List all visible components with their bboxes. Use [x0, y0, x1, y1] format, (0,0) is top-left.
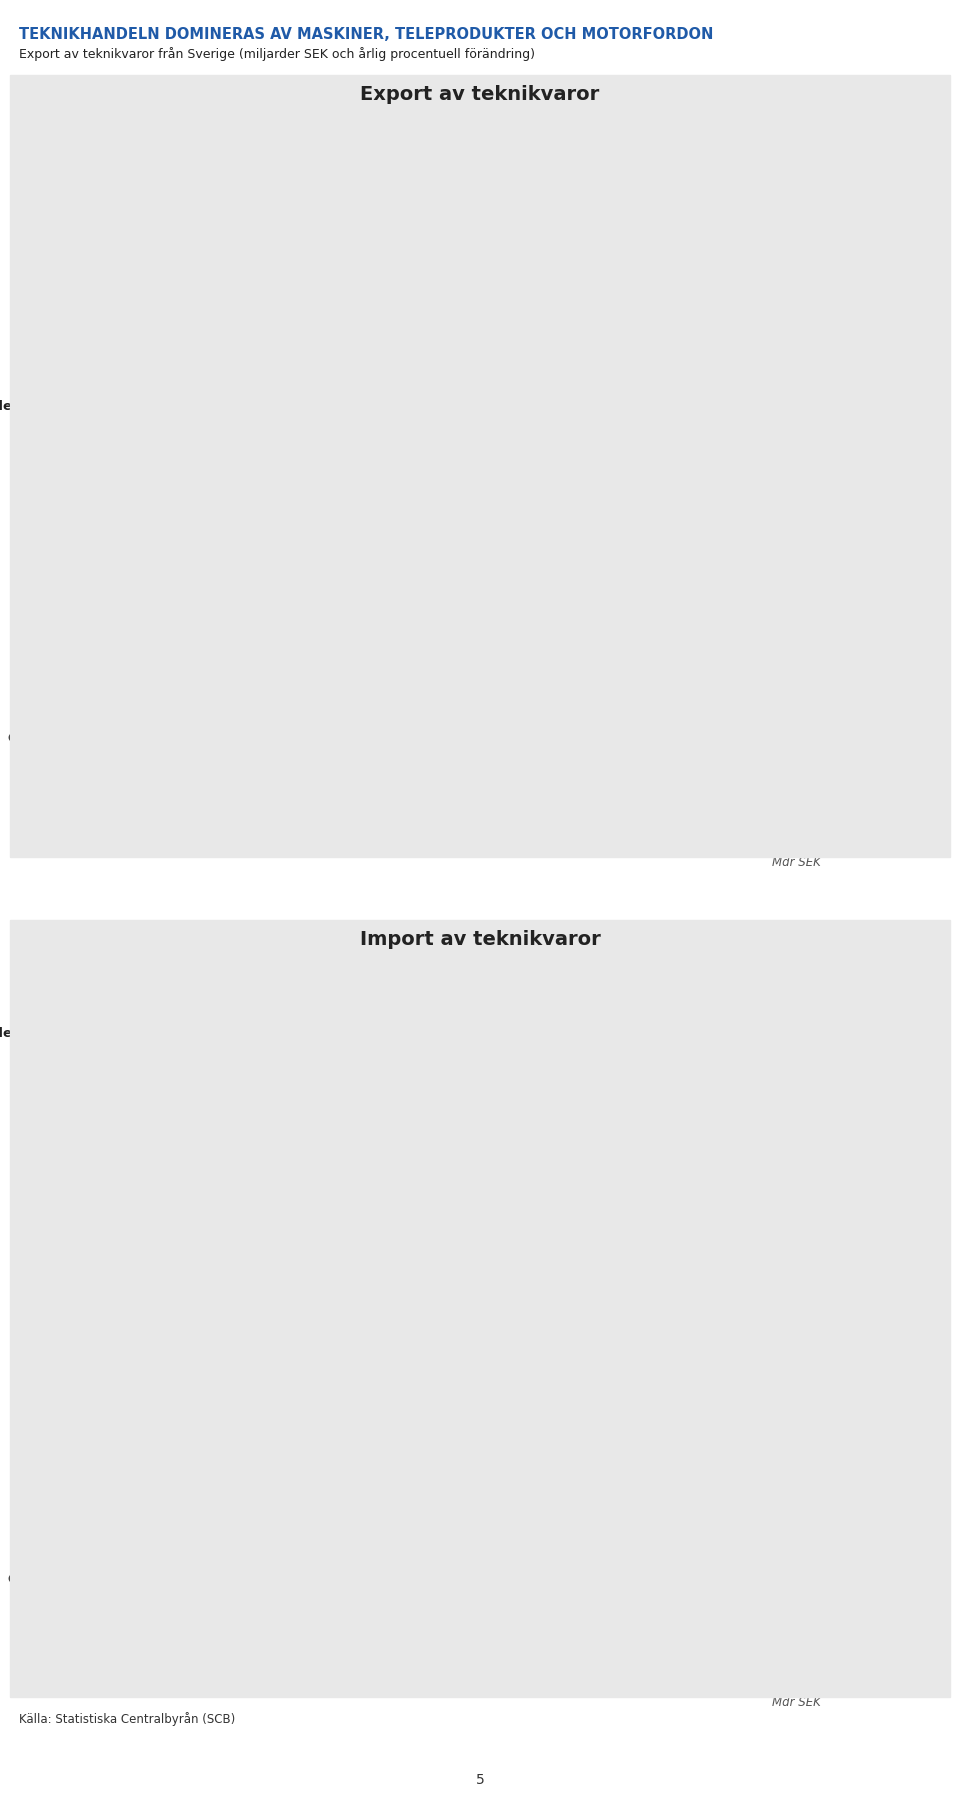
Text: Export av teknikvaror från Sverige (miljarder SEK och årlig procentuell förändri: Export av teknikvaror från Sverige (milj… [19, 47, 536, 61]
Text: -3,6%: -3,6% [300, 1462, 337, 1475]
Bar [187, 1433, 287, 1467]
Text: Import av teknikvaror: Import av teknikvaror [360, 930, 600, 949]
Bar [187, 303, 636, 338]
Text: 159,7: 159,7 [653, 171, 690, 184]
Text: -13,1%: -13,1% [562, 1247, 606, 1260]
Text: -1,1%: -1,1% [317, 621, 352, 634]
Bar [187, 375, 571, 412]
Bar [187, 1576, 233, 1610]
Bar [187, 700, 233, 736]
Text: 15,8: 15,8 [204, 1552, 234, 1565]
Bar [187, 1467, 291, 1502]
Bar [187, 412, 660, 446]
Bar [187, 1218, 504, 1253]
Text: Mdr SEK: Mdr SEK [772, 856, 821, 868]
Text: +9,3%: +9,3% [247, 1569, 289, 1583]
Bar [187, 1327, 366, 1361]
Bar [187, 195, 706, 229]
Bar [187, 161, 693, 195]
Text: 105,8: 105,8 [482, 1123, 519, 1135]
Bar [187, 1146, 550, 1180]
Text: -2,3%: -2,3% [714, 188, 751, 200]
Text: -22,7%: -22,7% [256, 729, 300, 742]
Text: 163,5: 163,5 [664, 206, 702, 218]
Text: -8,7%: -8,7% [697, 1032, 733, 1045]
Text: 56,5: 56,5 [334, 1338, 363, 1350]
Text: 114,6: 114,6 [510, 1157, 547, 1170]
Bar [187, 592, 305, 628]
Text: Mdr SEK: Mdr SEK [772, 1695, 821, 1708]
Text: 37,4: 37,4 [274, 603, 302, 617]
Text: 37,8: 37,8 [275, 639, 303, 652]
Text: -5,8%: -5,8% [387, 1354, 423, 1368]
Bar [187, 1361, 377, 1395]
Text: -7,7%: -7,7% [560, 1139, 596, 1152]
Text: 157,8: 157,8 [647, 1049, 684, 1061]
Bar [187, 520, 381, 554]
Text: 144,1: 144,1 [603, 1014, 640, 1027]
Text: -18,9%: -18,9% [669, 404, 713, 417]
Text: 14,5: 14,5 [201, 711, 230, 726]
Text: -12,3%: -12,3% [645, 296, 689, 309]
Text: 61,2: 61,2 [348, 531, 378, 543]
Text: 32,8: 32,8 [259, 1478, 288, 1493]
Bar [187, 1004, 644, 1038]
Bar [187, 1112, 522, 1146]
Bar [187, 484, 383, 520]
Bar [187, 269, 581, 303]
Text: 100,1: 100,1 [464, 1229, 501, 1242]
Text: 18,7: 18,7 [214, 747, 243, 760]
Bar [187, 736, 247, 771]
Text: 141,5: 141,5 [595, 314, 633, 327]
Text: 124,2: 124,2 [540, 280, 578, 292]
Text: 5: 5 [475, 1773, 485, 1787]
Bar [187, 1541, 237, 1576]
Text: +1,2%: +1,2% [393, 513, 435, 525]
Legend: 2012p, 2011: 2012p, 2011 [827, 437, 897, 473]
Text: 115,2: 115,2 [512, 1264, 549, 1276]
Text: 61,9: 61,9 [351, 495, 380, 509]
Text: 121,1: 121,1 [531, 386, 567, 401]
Text: Export av teknikvaror: Export av teknikvaror [360, 85, 600, 105]
Text: 14,4: 14,4 [201, 1587, 229, 1599]
Bar [187, 1253, 552, 1287]
Bar [187, 1038, 687, 1072]
Text: Källa: Statistiska Centralbyrån (SCB): Källa: Statistiska Centralbyrån (SCB) [19, 1711, 235, 1726]
Text: 31,6: 31,6 [255, 1444, 284, 1458]
Text: 59,9: 59,9 [345, 1372, 373, 1384]
Text: TEKNIKHANDELN DOMINERAS AV MASKINER, TELEPRODUKTER OCH MOTORFORDON: TEKNIKHANDELN DOMINERAS AV MASKINER, TEL… [19, 27, 713, 42]
Bar [187, 628, 307, 662]
Legend: 2012p, 2011: 2012p, 2011 [827, 1278, 897, 1316]
Text: 149,2: 149,2 [619, 422, 657, 435]
